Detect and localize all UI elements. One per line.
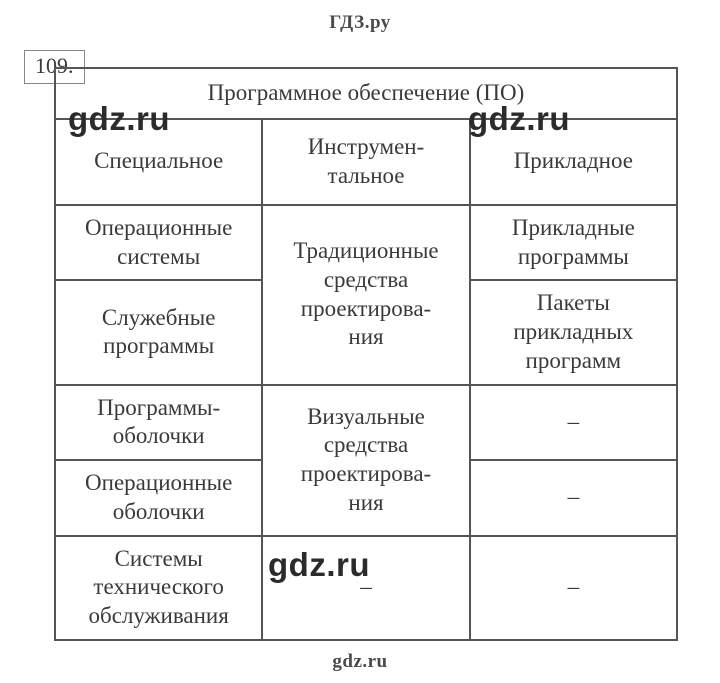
cell-dash: – <box>470 385 677 461</box>
table-header-row: Специальное Инструмен-тальное Прикладное <box>55 119 677 205</box>
table-title-row: Программное обеспечение (ПО) <box>55 68 677 119</box>
cell-tech-service: Системы технического обслуживания <box>55 536 262 640</box>
cell-dash: – <box>262 536 469 640</box>
cell-visual-design: Визуальные средства проектирова-ния <box>262 385 469 536</box>
cell-applied-packages: Пакеты прикладных программ <box>470 280 677 384</box>
software-table-container: Программное обеспечение (ПО) Специальное… <box>54 67 678 641</box>
cell-shell-programs: Программы-оболочки <box>55 385 262 461</box>
page-footer: gdz.ru <box>0 651 720 673</box>
table-row: Системы технического обслуживания – – <box>55 536 677 640</box>
page-header: ГДЗ.ру <box>0 0 720 34</box>
cell-traditional-design: Традиционные средства проектирова-ния <box>262 205 469 385</box>
cell-service-programs: Служебные программы <box>55 280 262 384</box>
cell-applied-programs: Прикладные программы <box>470 205 677 281</box>
table-row: Операционные системы Традиционные средст… <box>55 205 677 281</box>
table-title: Программное обеспечение (ПО) <box>55 68 677 119</box>
software-table: Программное обеспечение (ПО) Специальное… <box>54 67 678 641</box>
col-header-special: Специальное <box>55 119 262 205</box>
col-header-instrumental: Инструмен-тальное <box>262 119 469 205</box>
cell-os-shells: Операционные оболочки <box>55 460 262 536</box>
col-header-applied: Прикладное <box>470 119 677 205</box>
cell-dash: – <box>470 460 677 536</box>
cell-os: Операционные системы <box>55 205 262 281</box>
table-row: Программы-оболочки Визуальные средства п… <box>55 385 677 461</box>
cell-dash: – <box>470 536 677 640</box>
